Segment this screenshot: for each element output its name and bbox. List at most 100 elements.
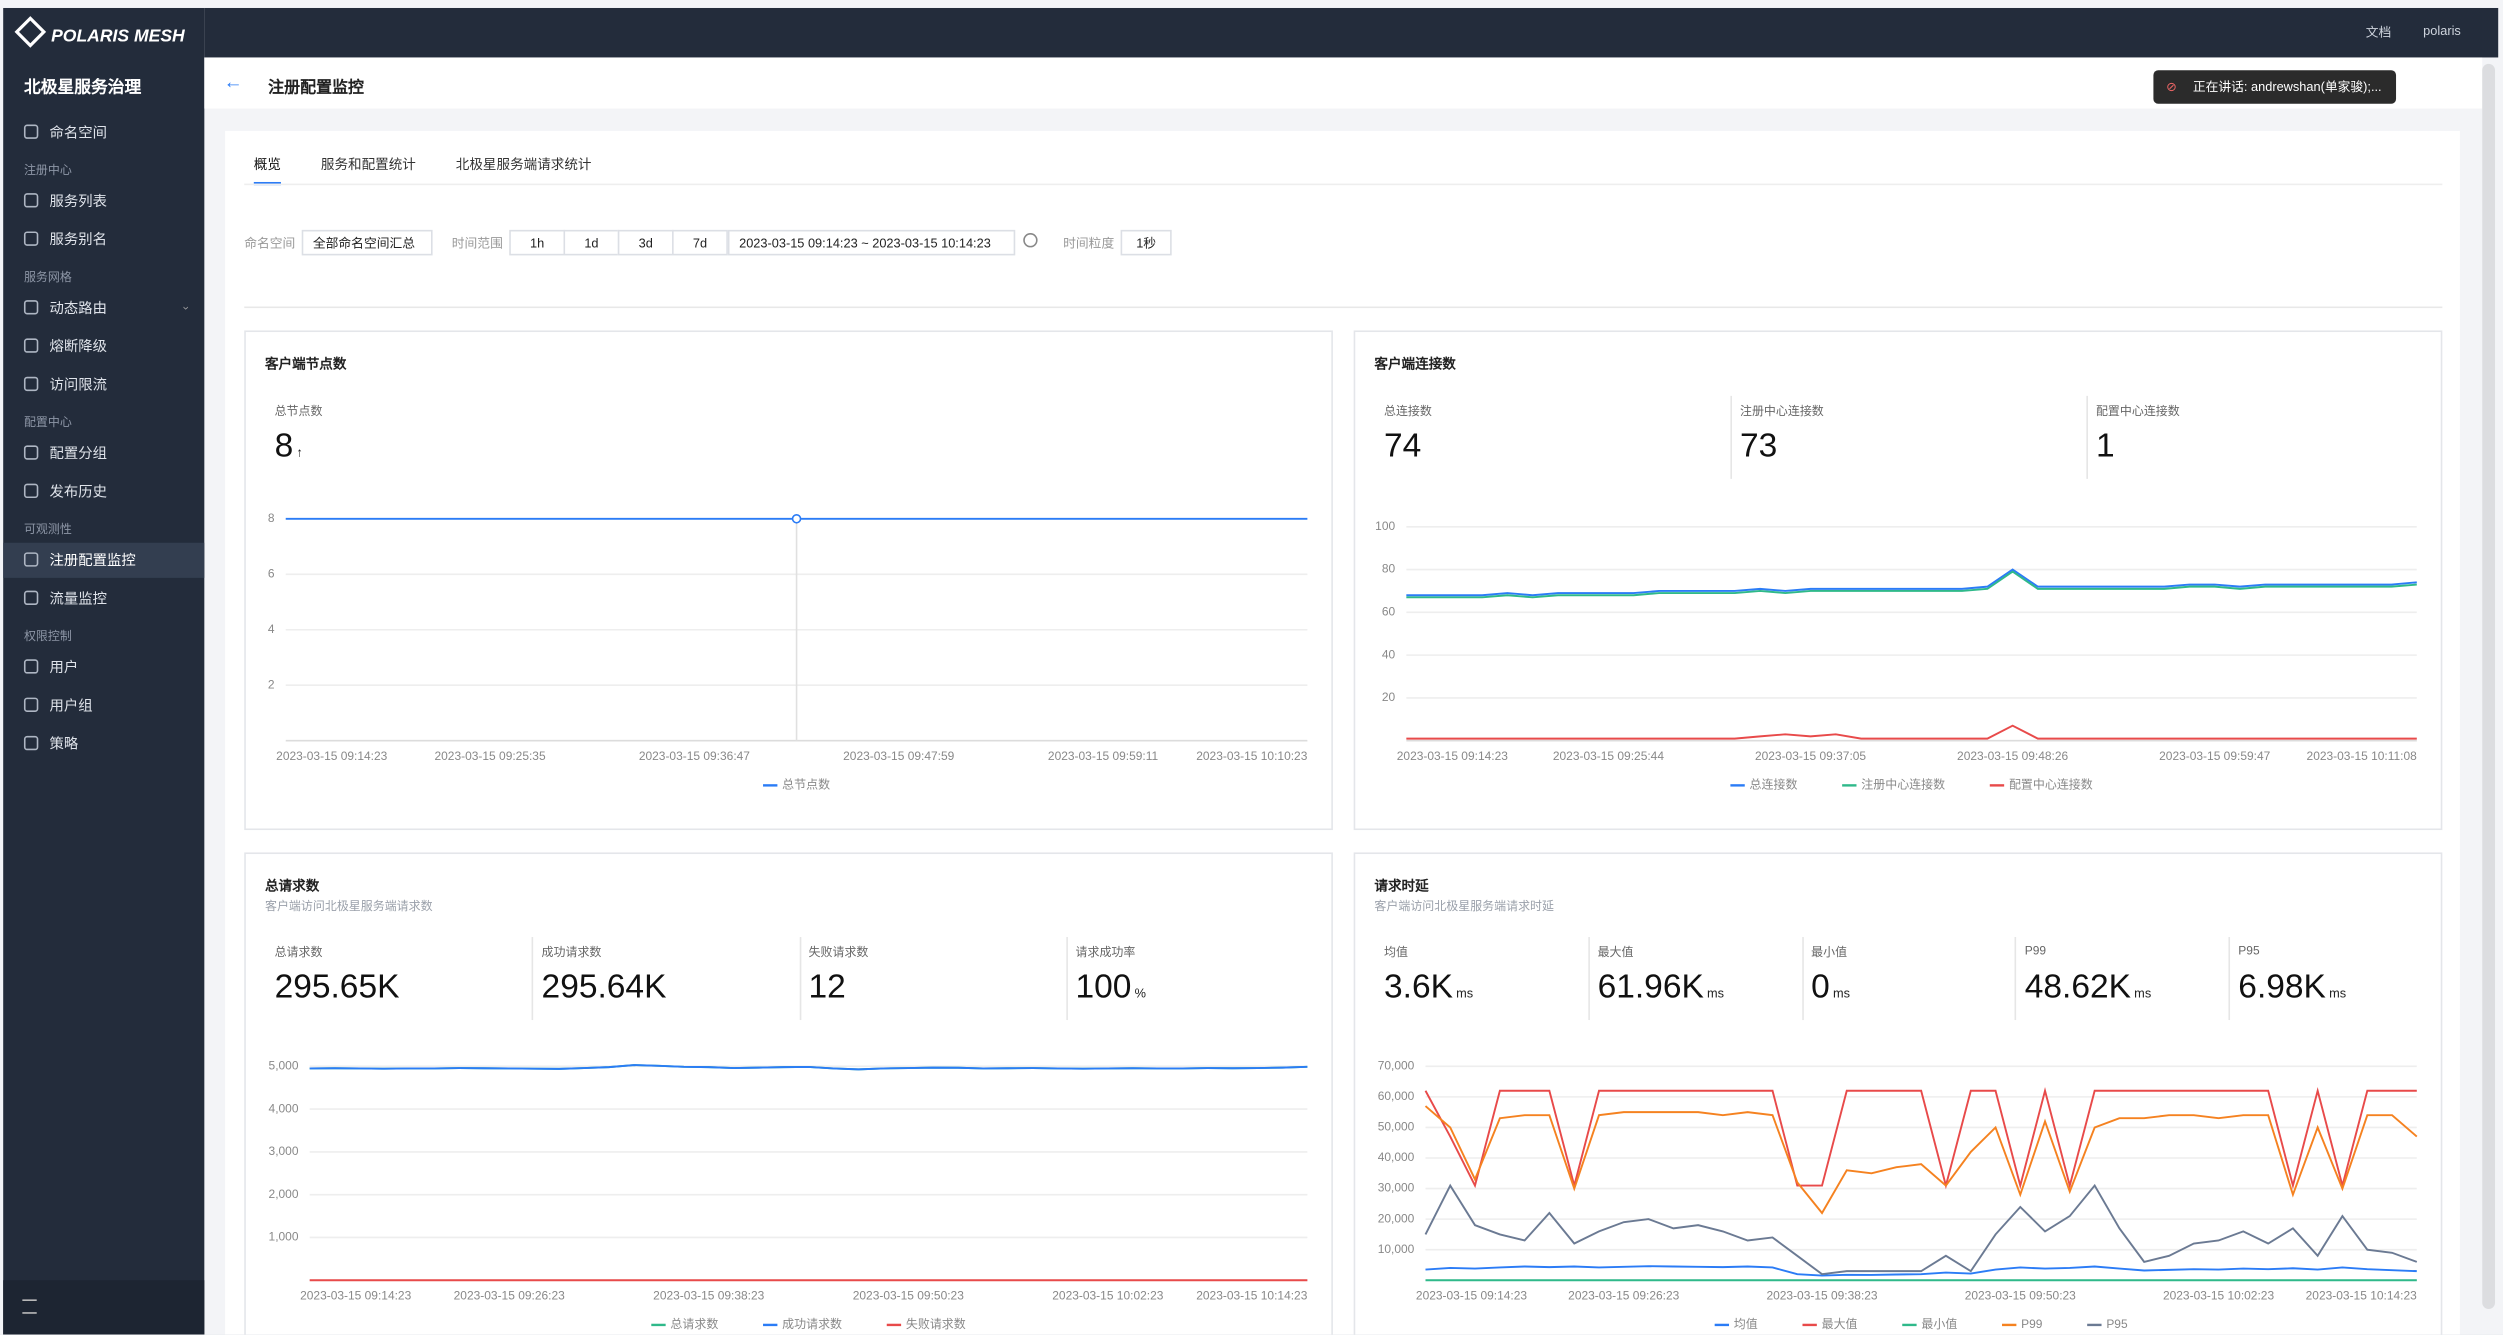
x-tick-label: 2023-03-15 09:47:59 [843,749,954,763]
panel-title: 请求时延 [1374,877,1429,894]
menu-item[interactable]: 发布历史 [3,474,204,509]
stat-unit: ms [1833,986,1851,1001]
range-button[interactable]: 1d [563,229,620,256]
header-link[interactable]: 文档 [2365,25,2392,40]
speaking-notice: ⊘ 正在讲话: andrewshan(单家骏);... [2153,70,2397,104]
tab[interactable]: 北极星服务端请求统计 [455,156,592,173]
y-tick-label: 40 [1382,647,1396,661]
date-range[interactable]: 2023-03-15 09:14:23 ~ 2023-03-15 10:14:2… [727,229,1016,256]
chart-panel: 总请求数 客户端访问北极星服务端请求数 总请求数 295.65K 成功请求数 295.64… [244,852,1333,1335]
menu-item[interactable]: 熔断降级 [3,329,204,364]
namespace-select[interactable]: 全部命名空间汇总 [301,229,433,256]
stat-label: 请求成功率 [1075,945,1136,960]
menu-label: 访问限流 [49,376,107,393]
scrollbar[interactable] [2482,63,2496,1309]
menu-item[interactable]: 访问限流 [3,367,204,402]
menu-item[interactable]: 策略 [3,726,204,761]
x-tick-label: 2023-03-15 09:25:35 [434,749,545,763]
x-tick-label: 2023-03-15 10:11:08 [2307,749,2418,763]
legend-label[interactable]: 总连接数 [1750,777,1798,792]
series-line [309,1064,1308,1071]
stat-value: 73 [1740,428,1777,466]
stat-number: 100 [1075,968,1132,1006]
stat-label: 成功请求数 [541,945,602,960]
menu-label: 流量监控 [49,590,107,607]
stat-divider [531,937,534,1021]
menu-icon [23,445,39,460]
menu-label: 配置分组 [49,445,107,462]
y-tick-label: 6 [268,566,275,580]
menu-group: 权限控制 [23,628,72,644]
menu-item[interactable]: 服务别名 [3,222,204,257]
mic-icon: ⊘ [2166,79,2177,95]
y-tick-label: 4 [268,622,275,636]
x-tick-label: 2023-03-15 10:10:23 [1196,749,1307,763]
y-tick-label: 100 [1375,519,1395,533]
stat-value: 1 [2096,428,2115,466]
line-chart: 2 4 6 8 2023-03-15 09:14:23 2023-03-15 09:25:… [268,511,1308,792]
stat-value: 0 ms [1811,969,1850,1007]
menu-group: 服务网格 [23,269,72,285]
menu-icon [23,590,39,605]
menu-label: 熔断降级 [49,338,107,355]
legend-label[interactable]: 注册中心连接数 [1861,777,1945,792]
legend-label[interactable]: P95 [2106,1317,2128,1331]
menu-item[interactable]: 用户组 [3,688,204,723]
logo: POLARIS MESH [14,16,185,48]
legend: 均值 最大值 最小值 P99 P95 [1714,1316,2128,1331]
menu-icon [23,483,39,499]
stat-number: 73 [1739,427,1778,465]
granularity-select[interactable]: 1秒 [1120,229,1172,256]
menu-icon [23,552,39,567]
legend-label[interactable]: 失败请求数 [906,1316,966,1331]
legend-label[interactable]: 总节点数 [782,777,830,792]
y-tick-label: 80 [1382,562,1396,576]
legend-label[interactable]: 配置中心连接数 [2009,777,2093,792]
legend-label[interactable]: 最大值 [1822,1316,1858,1331]
stat-number: 8 [274,427,294,465]
series-line [1406,568,2417,597]
stat-label: 配置中心连接数 [2095,403,2180,419]
series-line [1406,724,2417,740]
range-button[interactable]: 3d [617,229,674,256]
menu-item[interactable]: 配置分组 [3,436,204,471]
legend-label[interactable]: P99 [2021,1317,2043,1331]
menu-icon [23,659,39,674]
menu-item[interactable]: 命名空间 [3,115,204,150]
menu-label: 服务别名 [49,231,107,248]
stat-number: 12 [808,968,846,1006]
menu-item[interactable]: 注册配置监控 [3,542,205,578]
x-tick-label: 2023-03-15 09:50:23 [853,1288,964,1302]
back-arrow[interactable]: ← [223,70,243,93]
y-tick-label: 30,000 [1378,1181,1415,1195]
collapse-bar[interactable] [3,1280,205,1335]
collapse-icon[interactable] [22,1299,37,1314]
x-tick-label: 2023-03-15 09:38:23 [653,1288,764,1302]
range-button[interactable]: 7d [672,229,728,256]
tabs-line [244,183,2443,186]
stat-label: 最大值 [1597,945,1634,960]
legend-label[interactable]: 总请求数 [670,1316,718,1331]
range-button[interactable]: 1h [509,229,566,256]
stat-value: 3.6K ms [1384,969,1473,1007]
x-tick-label: 2023-03-15 09:50:23 [1965,1288,2076,1302]
legend-label[interactable]: 成功请求数 [782,1316,842,1331]
menu-item[interactable]: 动态路由 › [3,291,204,326]
tab[interactable]: 服务和配置统计 [320,156,416,173]
menu-icon [23,338,39,353]
tab[interactable]: 概览 [253,155,281,186]
header-link[interactable]: polaris [2423,23,2461,39]
menu-item[interactable]: 用户 [3,650,204,685]
x-tick-label: 2023-03-15 09:48:26 [1957,749,2068,763]
x-tick-label: 2023-03-15 09:14:23 [1397,749,1508,763]
y-tick-label: 3,000 [269,1144,299,1158]
y-tick-label: 60,000 [1378,1089,1415,1103]
stat-divider [1801,937,1804,1021]
menu-item[interactable]: 流量监控 [3,581,204,616]
legend-label[interactable]: 均值 [1734,1316,1758,1331]
legend-label[interactable]: 最小值 [1921,1316,1957,1331]
refresh-icon[interactable] [1023,233,1038,248]
line-chart: 1,000 2,000 3,000 4,000 5,000 2023-03-15 09:1… [269,1058,1308,1331]
menu-item[interactable]: 服务列表 [3,184,204,219]
